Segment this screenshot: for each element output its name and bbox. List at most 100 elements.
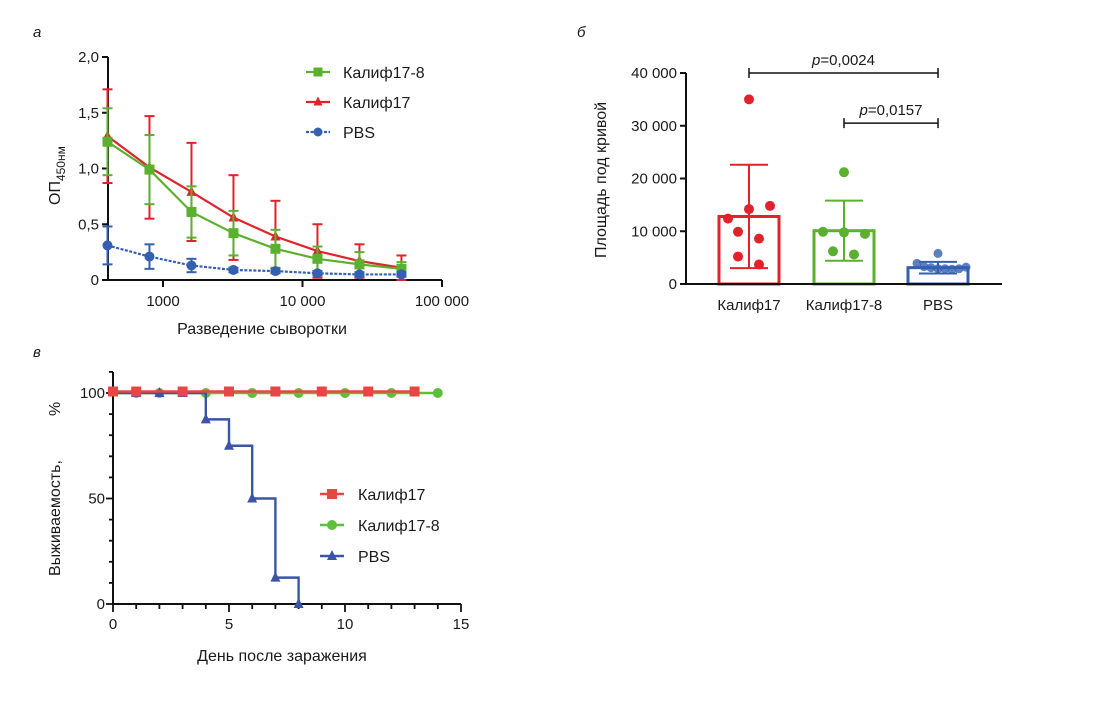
data-point	[765, 200, 775, 211]
plot-area	[108, 386, 443, 608]
y-tick-label: 100	[80, 385, 105, 402]
data-point	[919, 262, 929, 272]
y-tick-label: 1,5	[78, 105, 99, 122]
y-axis: 0 0,5 1,0 1,5 2,0	[78, 49, 109, 289]
data-point	[131, 386, 142, 397]
y-axis-unit: %	[47, 402, 64, 416]
y-tick-label: 2,0	[78, 49, 99, 66]
y-axis-title: Площадь под кривой	[593, 102, 610, 258]
y-tick-label: 40 000	[631, 65, 677, 82]
data-point	[224, 439, 234, 450]
plot-area	[102, 88, 407, 281]
data-point	[828, 246, 838, 257]
chart-c-survival: в 0 50 100 0 5 10 15 День после заражения Выж…	[33, 344, 469, 665]
data-point	[354, 259, 365, 270]
data-point	[754, 259, 764, 270]
y-tick-label: 0	[97, 596, 105, 613]
data-point	[144, 164, 155, 175]
legend-label: Калиф17	[358, 487, 426, 504]
data-point	[396, 269, 407, 280]
y-tick-label: 10 000	[631, 223, 677, 240]
data-point	[933, 264, 943, 274]
panel-label-b: б	[577, 24, 586, 41]
data-point	[228, 228, 239, 239]
panel-label-a: а	[33, 24, 41, 41]
data-point	[354, 269, 365, 280]
data-point	[200, 413, 211, 424]
y-axis-title: Выживаемость,	[47, 460, 64, 576]
data-point	[818, 226, 828, 237]
data-point	[340, 388, 350, 398]
series-pbs_c	[113, 387, 304, 608]
data-point	[409, 386, 420, 397]
x-axis-title: Разведение сыворотки	[177, 321, 347, 338]
data-point	[228, 264, 239, 275]
data-point	[386, 388, 397, 398]
data-point	[363, 386, 374, 397]
data-point	[108, 386, 118, 397]
legend-label: PBS	[343, 125, 375, 142]
data-point	[102, 136, 113, 147]
y-tick-label: 50	[88, 491, 105, 508]
x-tick-label: 10 000	[280, 293, 326, 310]
x-axis: 0 5 10 15	[109, 603, 470, 633]
data-point	[432, 388, 443, 398]
legend: Калиф17-8 Калиф17 PBS	[306, 65, 425, 142]
data-point	[961, 262, 971, 272]
x-tick-label: 1000	[146, 293, 179, 310]
data-point	[270, 571, 281, 582]
series-line	[107, 244, 402, 276]
x-tick-label: PBS	[923, 297, 953, 314]
data-point	[839, 167, 849, 178]
data-point	[247, 388, 258, 398]
significance-bracket: p=0,0024	[748, 52, 939, 78]
data-point	[954, 264, 964, 274]
x-axis: 1000 10 000 100 000	[108, 279, 469, 310]
x-axis: Калиф17 Калиф17-8 PBS	[686, 283, 1002, 314]
data-point	[102, 240, 113, 251]
data-point	[270, 243, 281, 254]
data-point	[723, 213, 733, 224]
y-tick-label: 0	[669, 276, 677, 293]
p-value-label: p=0,0157	[859, 102, 923, 119]
data-point	[247, 492, 258, 503]
legend-marker-triangle	[327, 550, 337, 560]
p-value: =0,0157	[868, 102, 923, 119]
legend-marker-circle	[313, 127, 323, 137]
series-line	[106, 135, 402, 269]
chart-a-ova-elisa: а 0 0,5 1,0 1,5 2,0 1000 10 000 100 000 Развед…	[33, 24, 469, 338]
data-point	[744, 204, 754, 215]
plot-area	[717, 94, 971, 286]
data-point	[224, 386, 234, 397]
p-value-label: p=0,0024	[811, 52, 875, 69]
series-pbs	[102, 225, 407, 280]
survival-line	[113, 391, 300, 604]
y-axis: 0 10 000 20 000 30 000 40 000	[631, 65, 687, 293]
data-point	[293, 388, 304, 398]
legend-marker-square	[327, 489, 337, 499]
panel-label-c: в	[33, 344, 41, 361]
p-value: =0,0024	[820, 52, 875, 69]
x-tick-label: Калиф17	[717, 297, 780, 314]
y-axis-title: ОП450нм	[47, 146, 68, 205]
x-tick-label: Калиф17-8	[806, 297, 883, 314]
data-point	[947, 264, 957, 274]
legend-label: Калиф17-8	[358, 518, 440, 535]
y-tick-label: 20 000	[631, 171, 677, 188]
y-tick-label: 0,5	[78, 216, 99, 233]
y-axis: 0 50 100	[80, 370, 114, 613]
data-point	[316, 386, 327, 397]
legend-marker-square	[313, 67, 323, 77]
x-tick-label: 15	[453, 616, 470, 633]
data-point	[744, 94, 754, 105]
bar-group-kalif17	[717, 94, 781, 286]
y-axis-title-main: ОП	[47, 181, 64, 205]
data-point	[754, 233, 764, 244]
legend-label: PBS	[358, 549, 390, 566]
legend-label: Калиф17-8	[343, 65, 425, 82]
p-symbol: p	[811, 52, 820, 69]
data-point	[186, 206, 197, 217]
